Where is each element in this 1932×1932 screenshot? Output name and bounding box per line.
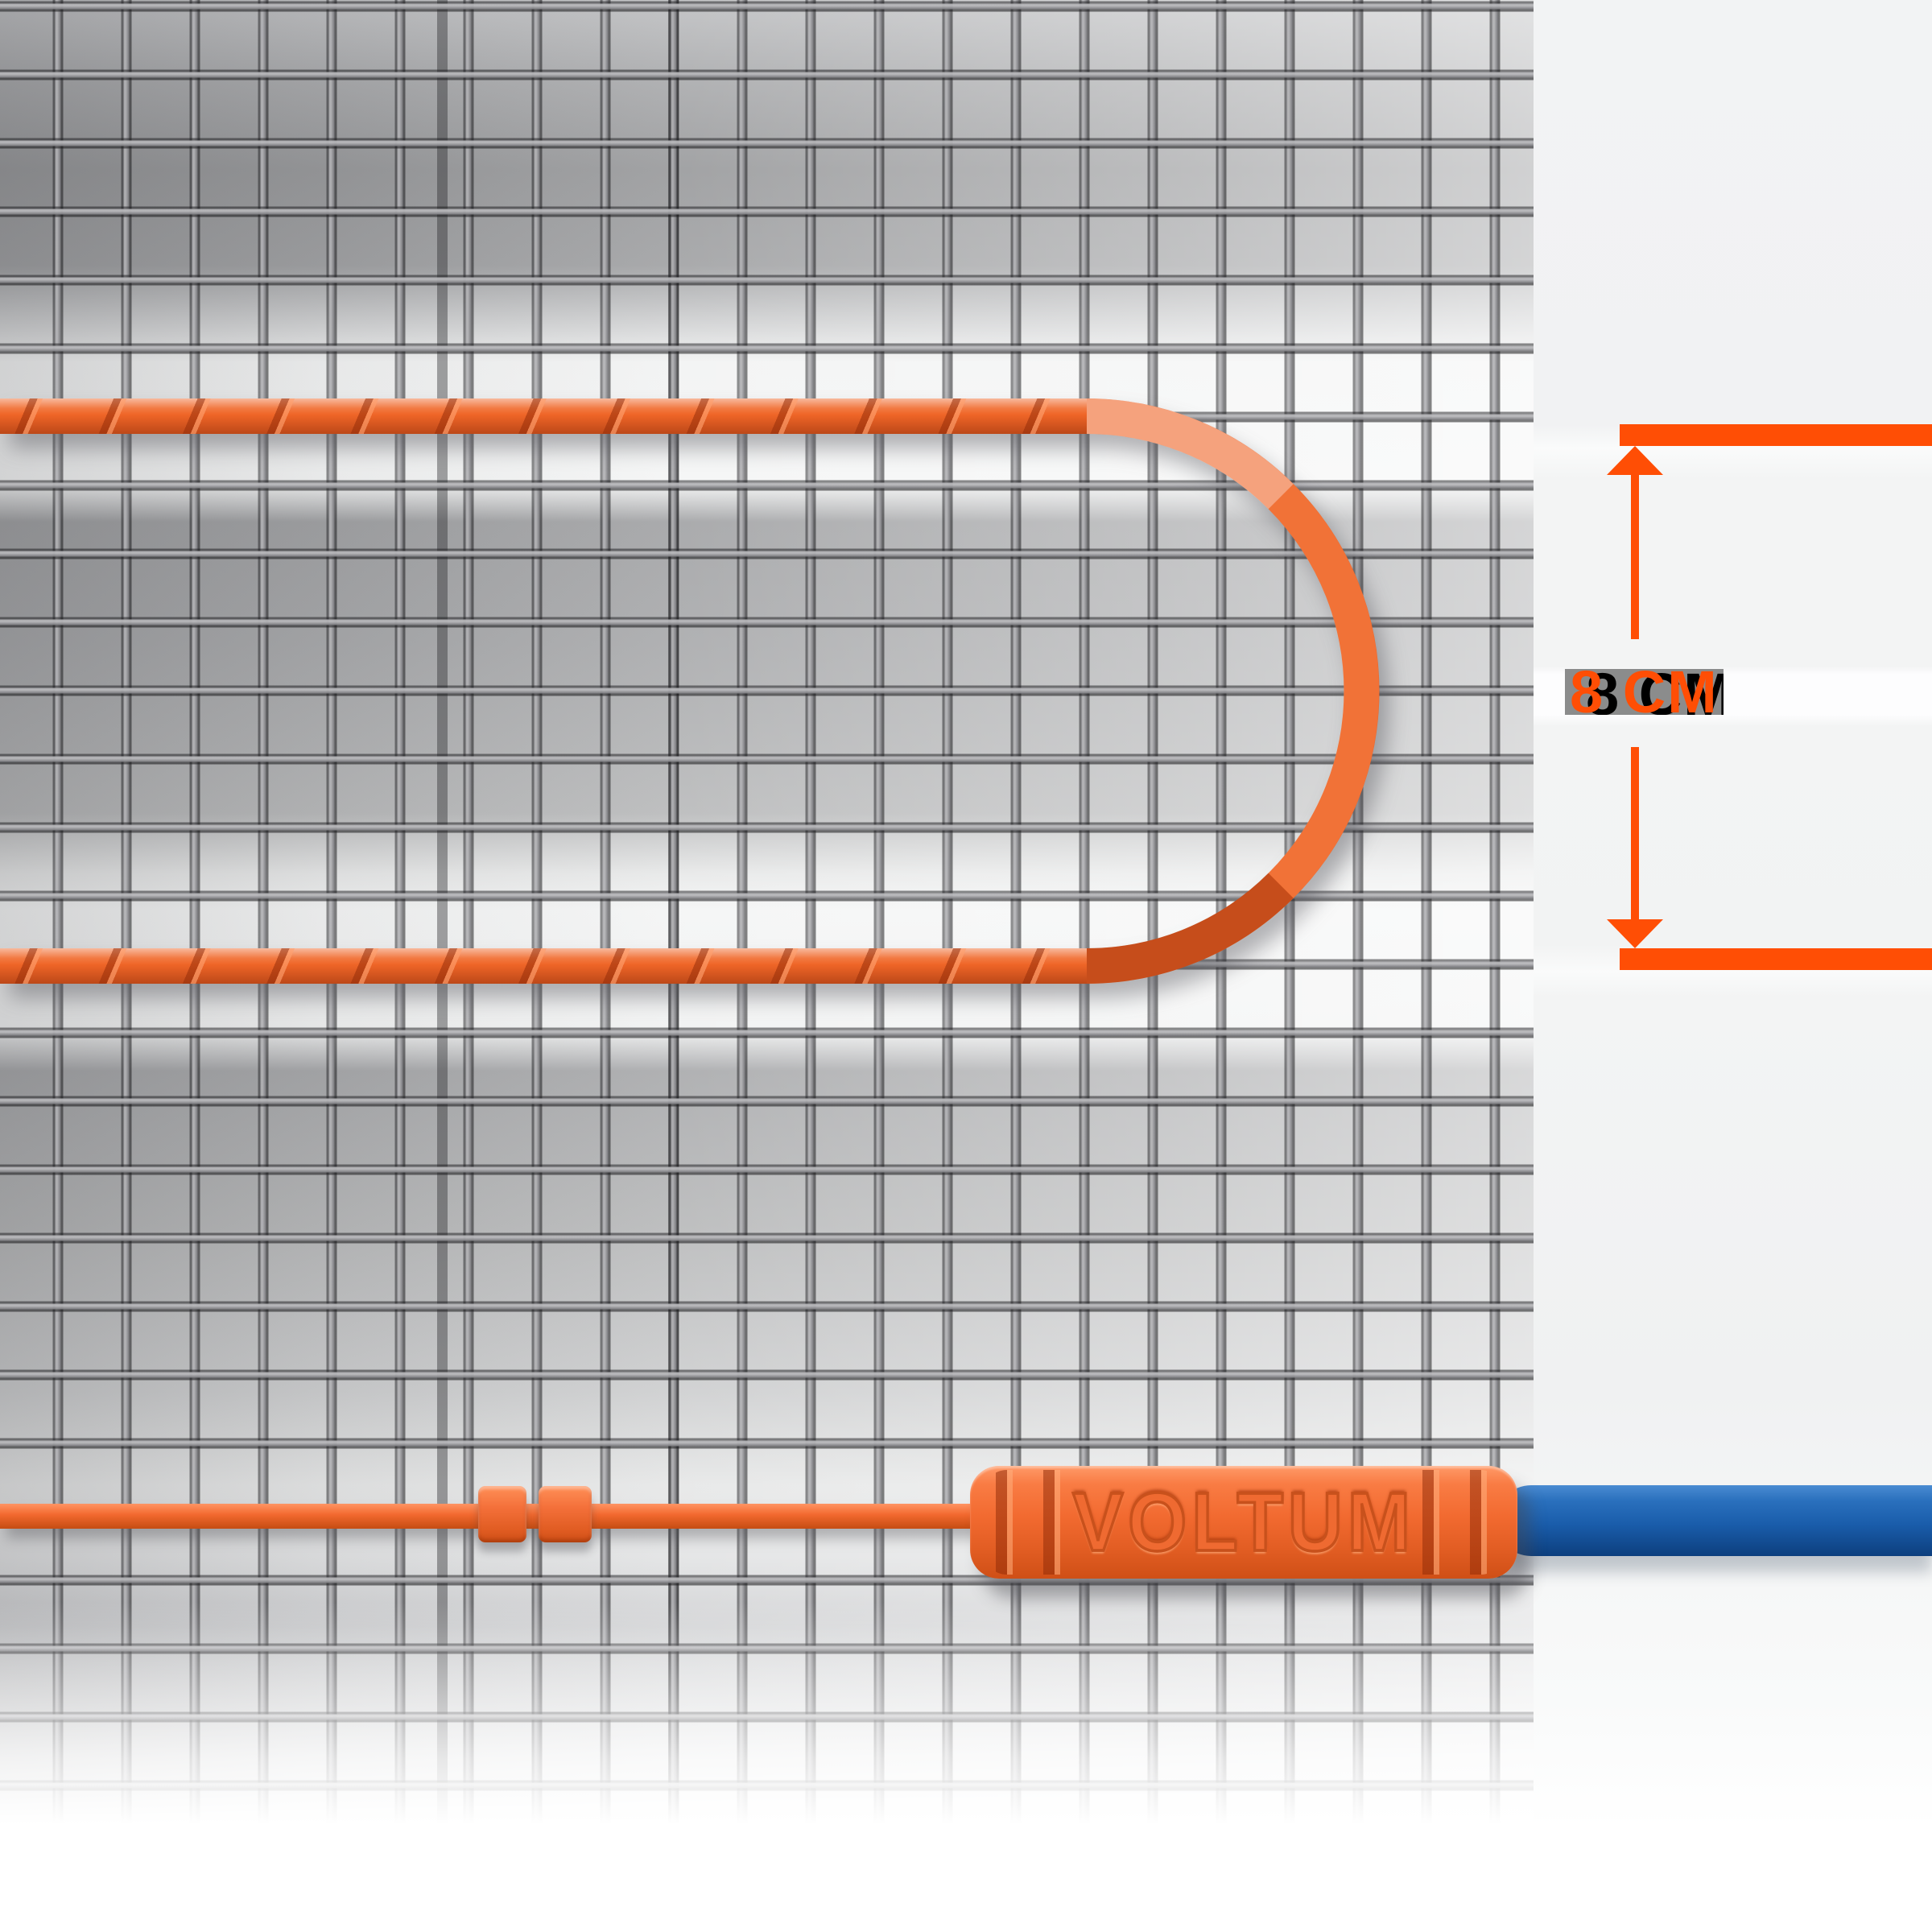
supply-cable	[1496, 1485, 1932, 1556]
cable-clip-right	[539, 1486, 592, 1542]
dimension-line-upper	[1631, 470, 1639, 639]
dimension-extension-bar-bottom	[1620, 948, 1932, 970]
connector-ribs-left	[983, 1470, 1078, 1575]
splice-connector: VOLTUM	[970, 1466, 1517, 1579]
brand-label: VOLTUM	[1071, 1476, 1415, 1569]
heating-cable-top-run	[0, 398, 1087, 434]
dimension-extension-bar-top	[1620, 424, 1932, 446]
cable-clip-left	[478, 1486, 526, 1542]
heating-cable-bottom-run	[0, 948, 1087, 984]
dimension-arrow-down-icon	[1607, 919, 1663, 948]
dimension-label: 8 CM	[1565, 669, 1724, 715]
dimension-line-lower	[1631, 747, 1639, 924]
connector-ribs-right	[1410, 1470, 1505, 1575]
